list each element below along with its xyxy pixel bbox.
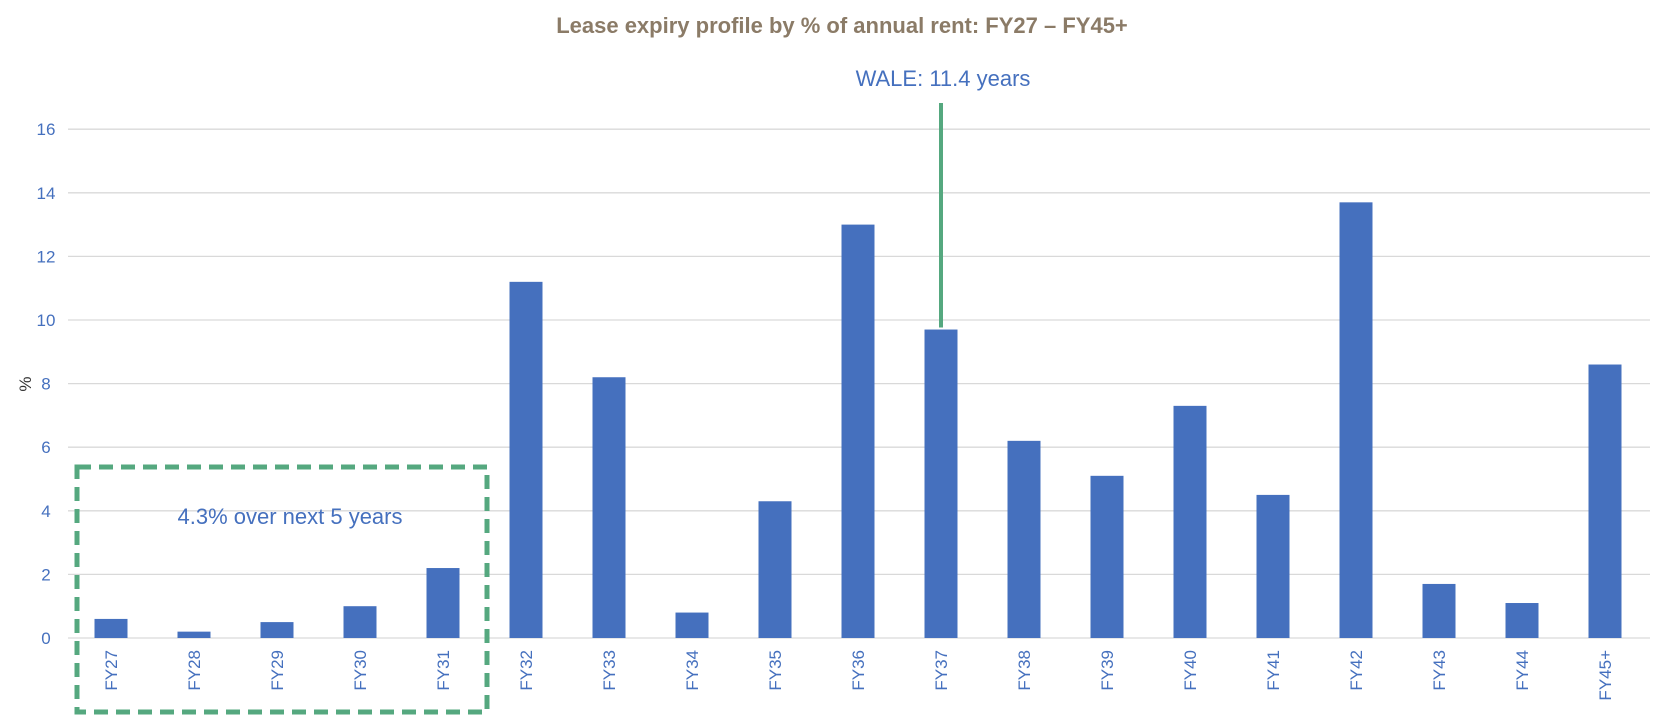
y-tick-label: 4 — [41, 502, 50, 521]
y-axis-label: % — [16, 376, 35, 391]
x-tick-label: FY28 — [185, 650, 204, 691]
bars — [94, 202, 1622, 638]
bar — [1339, 202, 1373, 638]
bar — [1173, 405, 1207, 638]
x-axis-ticks: FY27 FY28 FY29 FY30 FY31 FY32 FY33 FY34 FY35 FY36… — [102, 650, 1615, 701]
bar — [260, 622, 294, 638]
bar — [1505, 603, 1539, 638]
x-tick-label: FY33 — [600, 650, 619, 691]
bar — [1256, 494, 1290, 638]
y-tick-label: 2 — [41, 565, 50, 584]
bar — [94, 618, 128, 638]
x-tick-label: FY37 — [932, 650, 951, 691]
x-tick-label: FY27 — [102, 650, 121, 691]
bar — [675, 612, 709, 638]
x-tick-label: FY35 — [766, 650, 785, 691]
x-tick-label: FY45+ — [1596, 650, 1615, 701]
x-tick-label: FY31 — [434, 650, 453, 691]
bar — [1007, 440, 1041, 638]
x-tick-label: FY39 — [1098, 650, 1117, 691]
x-tick-label: FY36 — [849, 650, 868, 691]
bar — [841, 224, 875, 638]
x-tick-label: FY44 — [1513, 650, 1532, 691]
x-tick-label: FY42 — [1347, 650, 1366, 691]
bar — [343, 606, 377, 638]
bar — [592, 377, 626, 638]
bar — [177, 631, 211, 638]
y-axis-ticks: 0 2 4 6 8 10 12 14 16 — [37, 120, 56, 648]
annotations: WALE: 11.4 years 4.3% over next 5 years — [74, 66, 1031, 715]
x-tick-label: FY40 — [1181, 650, 1200, 691]
y-tick-label: 14 — [37, 184, 56, 203]
bar — [1422, 583, 1456, 638]
x-tick-label: FY38 — [1015, 650, 1034, 691]
next-5-years-box — [74, 464, 490, 715]
y-tick-label: 10 — [37, 311, 56, 330]
bar — [758, 501, 792, 638]
y-tick-label: 0 — [41, 629, 50, 648]
bar — [924, 329, 958, 638]
next-5-years-label: 4.3% over next 5 years — [177, 504, 402, 529]
x-tick-label: FY41 — [1264, 650, 1283, 691]
x-tick-label: FY34 — [683, 650, 702, 691]
chart-title: Lease expiry profile by % of annual rent… — [556, 13, 1128, 38]
bar — [1090, 475, 1124, 638]
y-tick-label: 12 — [37, 247, 56, 266]
bar — [1588, 364, 1622, 638]
y-tick-label: 8 — [41, 375, 50, 394]
y-tick-label: 16 — [37, 120, 56, 139]
wale-label: WALE: 11.4 years — [856, 66, 1031, 91]
x-tick-label: FY32 — [517, 650, 536, 691]
bar — [426, 568, 460, 638]
x-tick-label: FY30 — [351, 650, 370, 691]
y-tick-label: 6 — [41, 438, 50, 457]
bar — [509, 281, 543, 638]
x-tick-label: FY29 — [268, 650, 287, 691]
x-tick-label: FY43 — [1430, 650, 1449, 691]
